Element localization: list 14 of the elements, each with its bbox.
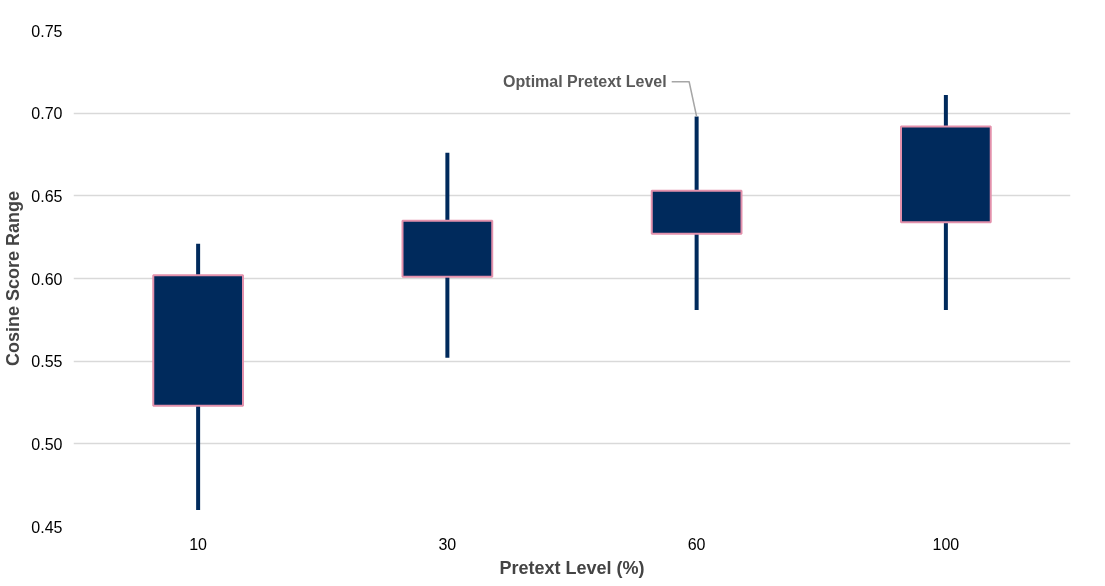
x-tick-label: 30 — [438, 535, 457, 553]
y-axis-title: Cosine Score Range — [3, 190, 24, 367]
annotation: Optimal Pretext Level — [503, 73, 667, 91]
x-tick-label: 10 — [189, 535, 208, 553]
y-tick-label: 0.60 — [31, 270, 63, 288]
x-axis-title: Pretext Level (%) — [499, 557, 645, 578]
y-tick-label: 0.50 — [31, 435, 63, 453]
y-tick-label: 0.55 — [31, 353, 63, 371]
y-tick-label: 0.70 — [31, 105, 63, 123]
y-tick-label: 0.45 — [31, 518, 63, 536]
y-tick-label: 0.75 — [31, 22, 63, 40]
y-tick-label: 0.65 — [31, 187, 63, 205]
x-tick-label: 100 — [932, 535, 960, 553]
x-tick-label: 60 — [687, 535, 706, 553]
